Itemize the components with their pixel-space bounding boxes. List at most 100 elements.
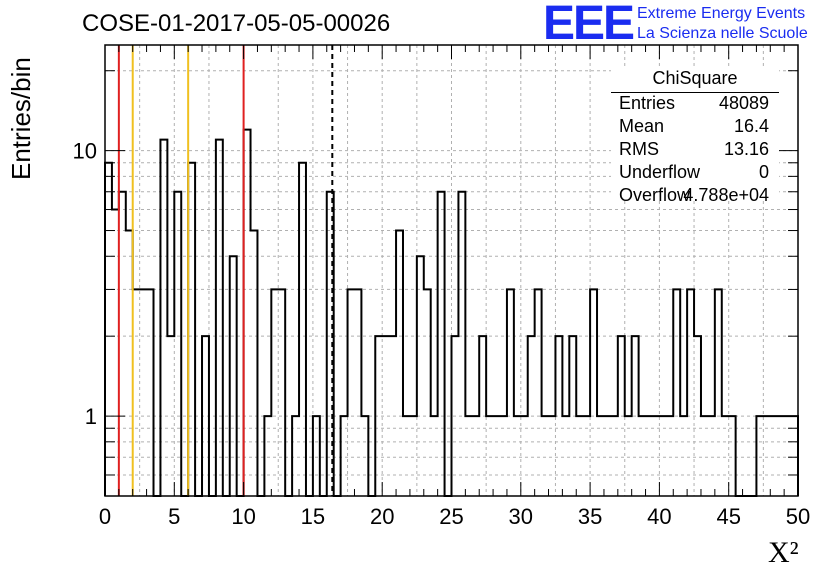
histogram-bin bbox=[140, 289, 147, 496]
histogram-bin bbox=[278, 289, 285, 496]
histogram-bin bbox=[126, 231, 133, 496]
histogram-bin bbox=[694, 336, 701, 496]
stats-value: 16.4 bbox=[733, 116, 769, 136]
histogram-bin bbox=[763, 416, 770, 496]
histogram-bin bbox=[666, 416, 673, 496]
histogram-bin bbox=[576, 416, 583, 496]
stats-label: Overflow bbox=[619, 185, 691, 205]
histogram-bin bbox=[673, 289, 680, 496]
histogram-bin bbox=[562, 416, 569, 496]
histogram-bin bbox=[382, 336, 389, 496]
histogram-bin bbox=[708, 416, 715, 496]
histogram-bin bbox=[770, 416, 777, 496]
histogram-bin bbox=[715, 289, 722, 496]
histogram-bin bbox=[105, 163, 112, 496]
histogram-bin bbox=[160, 140, 167, 496]
histogram-bin bbox=[271, 289, 278, 496]
histogram-bin bbox=[659, 416, 666, 496]
histogram-bin bbox=[555, 336, 562, 496]
histogram-bin bbox=[722, 416, 729, 496]
stats-label: Entries bbox=[619, 93, 676, 113]
histogram-bin bbox=[112, 210, 119, 496]
x-tick-label: 40 bbox=[647, 504, 671, 529]
histogram-bin bbox=[424, 289, 431, 496]
stats-box-divider bbox=[611, 92, 779, 93]
histogram-bin bbox=[167, 336, 174, 496]
histogram-bin bbox=[528, 336, 535, 496]
histogram-bin bbox=[361, 416, 368, 496]
x-tick-label: 10 bbox=[231, 504, 255, 529]
histogram-bin bbox=[431, 416, 438, 496]
histogram-bin bbox=[486, 416, 493, 496]
x-tick-label: 35 bbox=[578, 504, 602, 529]
histogram-bin bbox=[583, 416, 590, 496]
histogram-bin bbox=[549, 416, 556, 496]
histogram-bin bbox=[313, 416, 320, 496]
histogram-bin bbox=[729, 416, 736, 496]
histogram-bin bbox=[611, 416, 618, 496]
y-tick-label: 10 bbox=[73, 139, 97, 164]
stats-box-title: ChiSquare bbox=[652, 68, 738, 88]
stats-value: 4.788e+04 bbox=[683, 185, 769, 205]
x-tick-label: 50 bbox=[786, 504, 810, 529]
histogram-bin bbox=[119, 192, 126, 496]
histogram-bin bbox=[292, 416, 299, 496]
stats-label: Mean bbox=[619, 116, 665, 136]
stats-row-underflow: Underflow 0 bbox=[619, 162, 769, 184]
histogram-bin bbox=[216, 140, 223, 496]
histogram-bin bbox=[500, 416, 507, 496]
histogram-bin bbox=[354, 289, 361, 496]
histogram-bin bbox=[472, 416, 479, 496]
histogram-bin bbox=[458, 192, 465, 496]
stats-value: 0 bbox=[758, 162, 769, 182]
histogram-bin bbox=[680, 416, 687, 496]
histogram-bin bbox=[244, 130, 251, 496]
histogram-bin bbox=[652, 416, 659, 496]
stats-label: Underflow bbox=[619, 162, 701, 182]
histogram-bin bbox=[147, 289, 154, 496]
histogram-bin bbox=[625, 416, 632, 496]
stats-row-mean: Mean 16.4 bbox=[619, 116, 769, 138]
histogram-bin bbox=[410, 416, 417, 496]
stats-value: 48089 bbox=[718, 93, 769, 113]
plot-title: COSE-01-2017-05-05-00026 bbox=[82, 10, 391, 37]
histogram-bin bbox=[396, 231, 403, 496]
histogram-bin bbox=[479, 336, 486, 496]
histogram-bin bbox=[597, 416, 604, 496]
x-tick-label: 0 bbox=[99, 504, 111, 529]
histogram-bin bbox=[133, 289, 140, 496]
stats-row-rms: RMS 13.16 bbox=[619, 139, 769, 161]
histogram-bin bbox=[756, 416, 763, 496]
histogram-bin bbox=[701, 416, 708, 496]
histogram-bin bbox=[174, 192, 181, 496]
histogram-bin bbox=[521, 416, 528, 496]
eee-logo: EEE bbox=[543, 0, 635, 50]
histogram-bin bbox=[341, 416, 348, 496]
histogram-bin bbox=[348, 289, 355, 496]
histogram-bin bbox=[403, 416, 410, 496]
x-tick-label: 15 bbox=[301, 504, 325, 529]
stats-box: ChiSquare Entries 48089 Mean 16.4 RMS 13… bbox=[611, 66, 779, 205]
histogram-bin bbox=[618, 336, 625, 496]
y-tick-label: 1 bbox=[85, 404, 97, 429]
x-tick-label: 45 bbox=[716, 504, 740, 529]
histogram-outline bbox=[104, 128, 799, 497]
histogram-bin bbox=[452, 336, 459, 496]
histogram-bin bbox=[230, 256, 237, 496]
brand-line-1: Extreme Energy Events bbox=[637, 5, 806, 22]
histogram-bin bbox=[375, 336, 382, 496]
brand-line-2: La Scienza nelle Scuole bbox=[637, 25, 808, 42]
stats-value: 13.16 bbox=[723, 139, 769, 159]
histogram-bin bbox=[417, 256, 424, 496]
histogram-bin bbox=[604, 416, 611, 496]
histogram-bin bbox=[777, 416, 784, 496]
histogram-bin bbox=[646, 416, 653, 496]
x-tick-label: 30 bbox=[509, 504, 533, 529]
x-tick-label: 25 bbox=[439, 504, 463, 529]
histogram-bin bbox=[542, 416, 549, 496]
stats-row-entries: Entries 48089 bbox=[619, 93, 769, 115]
stats-label: RMS bbox=[619, 139, 659, 159]
histogram-bin bbox=[389, 336, 396, 496]
histogram-bin bbox=[514, 416, 521, 496]
histogram-bin bbox=[687, 289, 694, 496]
